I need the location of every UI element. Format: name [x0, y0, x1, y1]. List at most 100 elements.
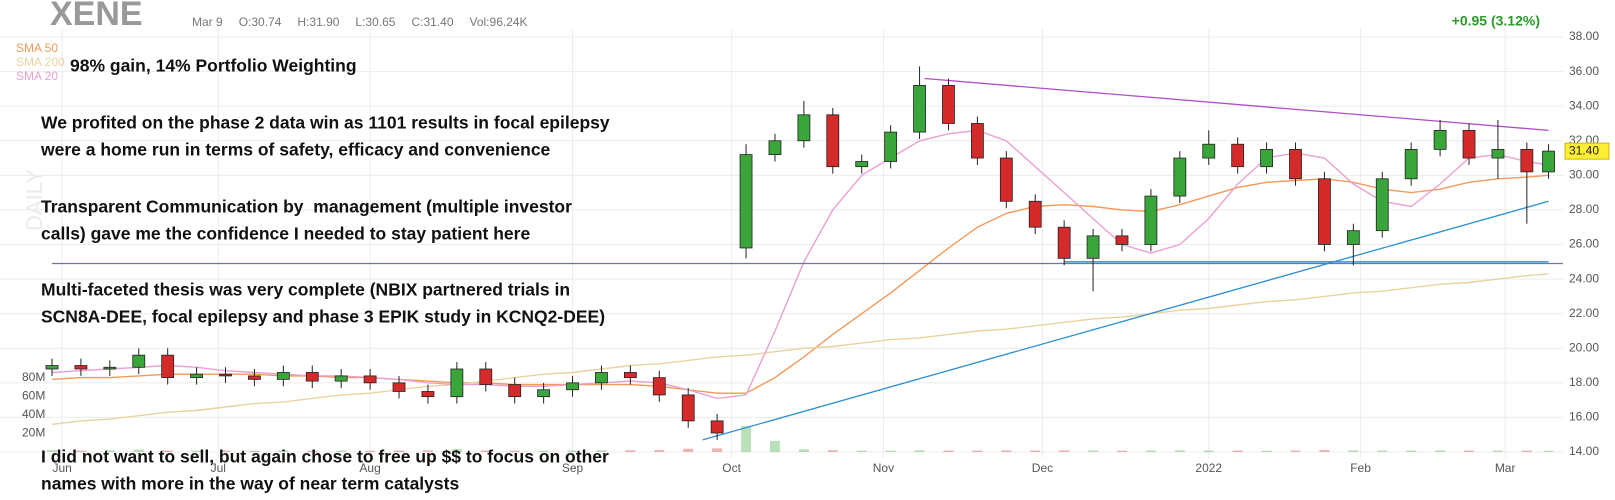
- candle-body: [1375, 178, 1389, 232]
- volume-bar: [162, 450, 173, 452]
- volume-bar: [1377, 450, 1388, 452]
- candle-body: [768, 140, 782, 155]
- volume-bar: [1030, 450, 1041, 452]
- annotation: Multi-faceted thesis was very complete (…: [41, 280, 570, 300]
- volume-bar: [1261, 450, 1272, 452]
- volume-bar: [191, 450, 202, 452]
- volume-bar: [798, 449, 809, 452]
- volume-bar: [422, 450, 433, 452]
- volume-bar: [365, 450, 376, 452]
- candle-body: [1260, 148, 1273, 168]
- annotation: I did not want to sell, but again chose …: [41, 447, 609, 467]
- candle-body: [537, 389, 551, 398]
- y-tick-label: 14.00: [1569, 444, 1599, 458]
- volume-bar: [712, 448, 723, 452]
- last-price-tag: [1564, 142, 1610, 160]
- candle-body: [161, 354, 175, 379]
- candle-body: [392, 382, 406, 392]
- volume-bar: [47, 450, 57, 452]
- y-tick-label: 34.00: [1569, 98, 1599, 112]
- legend-entry: SMA 200: [16, 55, 65, 69]
- volume-bar: [741, 426, 752, 452]
- volume-tick-label: 40M: [22, 407, 45, 421]
- volume-bar: [1203, 450, 1214, 452]
- candle-body: [652, 377, 666, 396]
- y-tick-label: 18.00: [1569, 375, 1599, 389]
- volume-bar: [1059, 450, 1070, 452]
- candle-body: [884, 131, 898, 162]
- volume-bar: [1088, 450, 1099, 452]
- header-field: C:31.40: [411, 15, 453, 29]
- annotation: names with more in the way of near term …: [41, 474, 459, 494]
- price-change: +0.95 (3.12%): [1452, 13, 1540, 29]
- candle-body: [942, 85, 955, 124]
- header-field: H:31.90: [297, 15, 339, 29]
- candle-body: [1231, 143, 1245, 168]
- y-tick-label: 30.00: [1569, 168, 1599, 182]
- annotation: SCN8A-DEE, focal epilepsy and phase 3 EP…: [41, 307, 605, 327]
- candle-body: [508, 384, 522, 398]
- header-field: L:30.65: [355, 15, 395, 29]
- header-field: Mar 9: [192, 15, 223, 29]
- candle-body: [74, 365, 88, 370]
- header-field: O:30.74: [239, 15, 282, 29]
- volume-bar: [596, 450, 607, 452]
- candle-body: [1028, 200, 1042, 228]
- sma-line: [51, 129, 1549, 400]
- candle-body: [1346, 230, 1360, 245]
- candle-body: [970, 123, 984, 159]
- candle-body: [450, 368, 464, 398]
- x-tick-label: Sep: [562, 461, 584, 475]
- volume-bar: [1492, 450, 1503, 452]
- candle-body: [739, 154, 753, 249]
- volume-bar: [1435, 450, 1446, 452]
- volume-bar: [827, 450, 838, 452]
- candle-body: [999, 157, 1013, 202]
- annotation: calls) gave me the confidence I needed t…: [41, 224, 530, 244]
- volume-bar: [943, 450, 954, 452]
- volume-bar: [972, 450, 983, 452]
- volume-bar: [1290, 450, 1301, 452]
- volume-bar: [1406, 450, 1417, 452]
- volume-bar: [1001, 450, 1012, 452]
- candle-body: [1289, 148, 1302, 180]
- grid: [0, 29, 1563, 458]
- candle-body: [826, 114, 840, 168]
- volume-bar: [567, 450, 578, 452]
- volume-bar: [104, 450, 115, 452]
- legend-entry: SMA 20: [16, 69, 58, 83]
- candle-body: [710, 420, 724, 434]
- candle-body: [1404, 148, 1418, 180]
- candle-body: [276, 372, 290, 380]
- candle-body: [190, 373, 203, 379]
- x-tick-label: Jun: [52, 461, 71, 475]
- volume-bar: [249, 450, 260, 452]
- y-tick-label: 22.00: [1569, 306, 1599, 320]
- volume-bar: [394, 450, 405, 452]
- y-tick-label: 38.00: [1569, 29, 1599, 43]
- volume-bar: [1145, 450, 1156, 452]
- volume-bar: [451, 449, 462, 452]
- volume-bar: [1543, 450, 1554, 452]
- sma-line: [51, 273, 1549, 425]
- candle-body: [566, 382, 579, 391]
- volume-bar: [1116, 450, 1127, 452]
- candle-body: [1462, 129, 1476, 159]
- y-tick-label: 36.00: [1569, 64, 1599, 78]
- volume-bar: [509, 450, 520, 452]
- volume-bar: [1174, 450, 1185, 452]
- volume-bar: [1521, 450, 1532, 452]
- candle-body: [1144, 195, 1158, 245]
- x-tick-label: Nov: [873, 461, 894, 475]
- y-tick-label: 28.00: [1569, 202, 1599, 216]
- candle-body: [1057, 226, 1071, 259]
- header-field: Vol:96.24K: [470, 15, 528, 29]
- annotation: We profited on the phase 2 data win as 1…: [41, 113, 610, 133]
- volume-bar: [75, 450, 86, 452]
- volume-bar: [1464, 450, 1475, 452]
- volume-bar: [1348, 450, 1359, 452]
- volume-bar: [480, 450, 491, 452]
- candle-body: [1173, 157, 1187, 197]
- candle-body: [1433, 129, 1447, 150]
- x-tick-label: 2022: [1195, 461, 1222, 475]
